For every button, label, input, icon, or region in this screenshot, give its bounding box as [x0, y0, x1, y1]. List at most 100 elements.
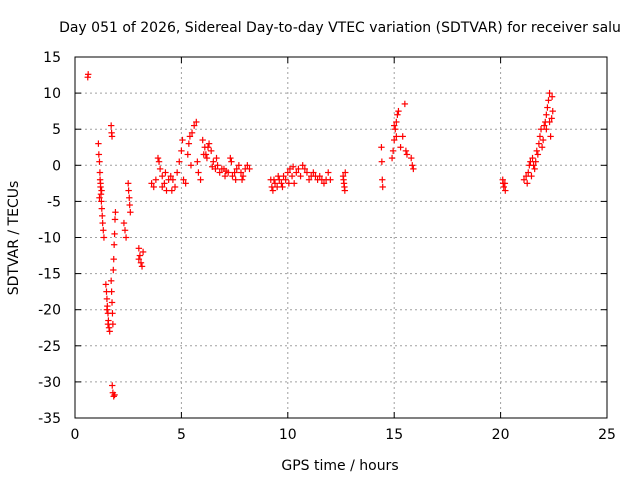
- data-point: [303, 169, 311, 176]
- data-point: [98, 205, 106, 212]
- y-tick-label: -10: [38, 231, 61, 247]
- data-point: [293, 169, 300, 176]
- data-point: [229, 172, 236, 180]
- data-point: [244, 162, 251, 169]
- data-point: [98, 198, 105, 205]
- data-point: [501, 180, 509, 187]
- data-point: [173, 169, 181, 176]
- chart-title: Day 051 of 2026, Sidereal Day-to-day VTE…: [59, 20, 621, 36]
- data-point: [544, 104, 551, 111]
- data-point: [159, 183, 166, 191]
- data-point: [547, 133, 554, 140]
- data-point: [167, 172, 174, 180]
- data-point: [108, 133, 116, 140]
- data-point: [531, 165, 538, 173]
- data-point: [289, 163, 297, 170]
- data-point: [103, 306, 111, 313]
- data-point: [188, 129, 196, 137]
- data-point: [238, 176, 246, 183]
- data-point: [111, 216, 119, 223]
- data-point: [393, 118, 400, 126]
- data-point: [155, 158, 163, 165]
- data-point: [233, 165, 240, 173]
- data-point: [97, 190, 105, 198]
- data-point: [135, 255, 143, 263]
- y-tick-label: -30: [38, 375, 61, 391]
- data-point: [378, 158, 386, 165]
- data-point: [538, 144, 546, 151]
- data-point: [543, 126, 550, 133]
- data-point: [185, 140, 193, 147]
- data-point: [327, 176, 334, 183]
- data-point: [214, 162, 221, 169]
- y-tick-label: -5: [47, 194, 61, 210]
- data-point: [525, 169, 532, 176]
- data-point: [271, 180, 279, 187]
- data-point: [502, 187, 509, 194]
- data-point: [548, 115, 555, 122]
- data-point: [278, 180, 285, 187]
- data-point: [204, 144, 212, 151]
- y-tick-label: 10: [43, 86, 61, 102]
- data-point: [176, 158, 183, 165]
- data-point: [139, 248, 147, 256]
- data-point: [95, 140, 102, 147]
- y-tick-label: -25: [38, 339, 61, 355]
- data-point: [103, 295, 111, 303]
- data-point: [500, 183, 507, 191]
- data-point: [288, 172, 296, 180]
- data-point: [235, 162, 243, 169]
- data-point: [100, 227, 107, 234]
- data-point: [125, 180, 132, 187]
- data-point: [239, 172, 247, 180]
- y-tick-label: -15: [38, 267, 61, 283]
- data-point: [169, 176, 177, 183]
- data-point: [546, 118, 553, 126]
- data-point: [391, 136, 398, 144]
- data-point: [520, 176, 528, 183]
- data-point: [110, 241, 118, 248]
- data-point: [108, 299, 116, 306]
- data-point: [122, 234, 130, 241]
- data-point: [96, 158, 103, 165]
- data-point: [199, 136, 206, 144]
- data-point: [536, 133, 544, 140]
- data-point: [135, 245, 143, 252]
- data-point: [316, 172, 323, 180]
- data-point: [391, 122, 398, 129]
- data-point: [99, 219, 106, 227]
- data-point: [138, 263, 146, 270]
- data-point: [182, 180, 189, 187]
- data-point: [299, 162, 306, 169]
- data-point: [184, 151, 191, 158]
- data-point: [548, 93, 556, 100]
- data-point: [193, 118, 200, 126]
- data-point: [109, 310, 116, 317]
- data-point: [399, 133, 406, 140]
- data-point: [545, 97, 552, 104]
- data-point: [180, 176, 187, 183]
- data-point: [107, 277, 115, 285]
- x-tick-label: 0: [71, 427, 80, 443]
- data-point: [379, 176, 386, 183]
- data-point: [320, 180, 328, 187]
- data-point: [209, 163, 216, 170]
- x-tick-labels: 0 5 10 15 20 25: [71, 427, 616, 443]
- data-point: [534, 151, 542, 158]
- data-point: [394, 111, 401, 118]
- data-point: [96, 194, 103, 201]
- data-point: [246, 165, 253, 173]
- x-tick-label: 5: [177, 427, 186, 443]
- data-point: [203, 154, 211, 162]
- data-point: [187, 162, 195, 169]
- plot-frame: [74, 56, 608, 419]
- data-point: [96, 169, 104, 176]
- y-tick-label: 0: [52, 158, 61, 174]
- data-point: [227, 154, 234, 162]
- data-point: [225, 169, 232, 176]
- data-point: [126, 201, 133, 209]
- data-point: [111, 230, 118, 238]
- data-point: [410, 165, 417, 173]
- data-point: [137, 259, 145, 266]
